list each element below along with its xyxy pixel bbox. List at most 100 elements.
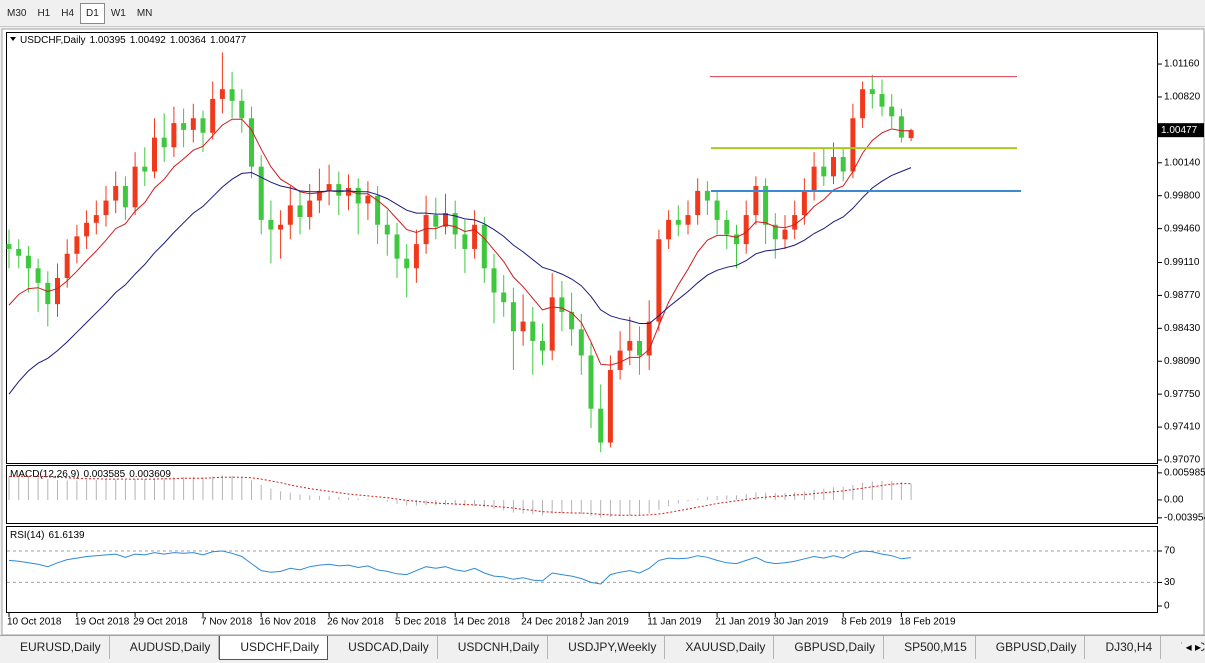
chart-tab[interactable]: USDCNH,Daily [438, 636, 548, 659]
candle-body [579, 329, 584, 355]
macd-bar [329, 496, 330, 500]
macd-bar [406, 500, 407, 505]
candle-body [16, 249, 21, 256]
macd-bar [678, 500, 679, 504]
candle-body [656, 239, 661, 321]
macd-bar [911, 484, 912, 500]
macd-bar [668, 500, 669, 506]
high: 1.00492 [130, 35, 167, 46]
symbol: USDCHF,Daily [20, 35, 86, 46]
candle-body [307, 201, 312, 217]
candle-body [123, 186, 128, 207]
y-tick-label: 0.98770 [1164, 290, 1201, 301]
macd-bar [862, 483, 863, 500]
macd-bar [144, 479, 145, 500]
candle-body [404, 259, 409, 269]
macd-bar [241, 477, 242, 500]
tab-scroll[interactable]: ◂ ▸ [1182, 640, 1201, 654]
macd-bar [18, 476, 19, 500]
macd-bar [882, 481, 883, 500]
chart-tab[interactable]: GBPUSD,Daily [976, 636, 1086, 659]
y-tick-label: 1.00140 [1164, 157, 1201, 168]
candle-body [860, 89, 865, 118]
x-tick-label: 7 Nov 2018 [201, 617, 253, 628]
candle-body [589, 355, 594, 408]
chart-tab[interactable]: XAUUSD,Daily [665, 636, 774, 659]
macd-bar [503, 500, 504, 510]
candle-body [7, 244, 12, 249]
chart-tab[interactable]: EURUSD,Daily [0, 636, 110, 659]
macd-bar [814, 490, 815, 500]
candle-body [637, 341, 642, 356]
candle-body [831, 157, 836, 176]
candle-body [104, 201, 109, 216]
macd-bar [67, 480, 68, 499]
candle-body [598, 409, 603, 443]
candle-body [142, 167, 147, 172]
candle-body [550, 297, 555, 350]
chart-tab[interactable]: USDCAD,Daily [328, 636, 438, 659]
y-tick-label: 30 [1164, 577, 1176, 588]
macd-bar [561, 500, 562, 514]
candle-body [191, 118, 196, 130]
y-tick-label: -0.003954 [1164, 512, 1205, 523]
candle-body [288, 205, 293, 224]
open: 1.00395 [90, 35, 127, 46]
macd-bar [843, 487, 844, 500]
candle-body [385, 225, 390, 235]
rsi-name: RSI(14) [10, 530, 44, 541]
candle-body [171, 123, 176, 147]
y-tick-label: 70 [1164, 546, 1176, 557]
candle-body [521, 322, 526, 332]
candle-body [676, 220, 681, 225]
rsi-value: 61.6139 [48, 530, 85, 541]
low: 1.00364 [170, 35, 207, 46]
macd-bar [707, 497, 708, 500]
candle-body [239, 101, 244, 118]
candle-body [36, 268, 41, 283]
candle-body [472, 225, 477, 249]
candle-body [608, 370, 613, 443]
x-tick-label: 8 Feb 2019 [841, 617, 892, 628]
chart-tab[interactable]: GBPUSD,Daily [774, 636, 884, 659]
macd-bar [387, 500, 388, 502]
candle-body [909, 130, 914, 138]
macd-bar [474, 500, 475, 506]
macd-bar [28, 476, 29, 500]
candle-body [65, 254, 70, 278]
x-tick-label: 29 Oct 2018 [133, 617, 188, 628]
macd-bar [115, 479, 116, 500]
macd-bar [232, 476, 233, 500]
candle-body [356, 188, 361, 203]
candle-body [899, 116, 904, 137]
candle-body [889, 107, 894, 117]
macd-bar [484, 500, 485, 507]
y-tick-label: 0.00 [1164, 495, 1184, 506]
macd-bar [76, 480, 77, 499]
candle-body [414, 244, 419, 268]
candle-body [327, 184, 332, 191]
macd-bar [794, 492, 795, 500]
macd-bar [629, 500, 630, 515]
macd-bar [9, 476, 10, 500]
macd-bar [494, 500, 495, 509]
candle-body [268, 220, 273, 230]
macd-bar [125, 480, 126, 500]
chart-tab[interactable]: USDCHF,Daily [219, 636, 328, 660]
y-tick-label: 0 [1164, 601, 1170, 612]
macd-bar [261, 485, 262, 500]
chart-tab[interactable]: SP500,M15 [884, 636, 976, 659]
y-tick-label: 1.00820 [1164, 92, 1201, 103]
candle-body [45, 283, 50, 304]
chart-tab[interactable]: DJ30,H4 [1085, 636, 1161, 659]
chart-tab[interactable]: USDJPY,Weekly [548, 636, 665, 659]
candle-body [113, 186, 118, 201]
macd-bar [523, 500, 524, 514]
candle-body [511, 302, 516, 331]
candle-body [365, 196, 370, 204]
macd-bar [47, 479, 48, 500]
candle-body [298, 205, 303, 217]
candle-body [395, 234, 400, 258]
chart-tab[interactable]: AUDUSD,Daily [110, 636, 220, 659]
